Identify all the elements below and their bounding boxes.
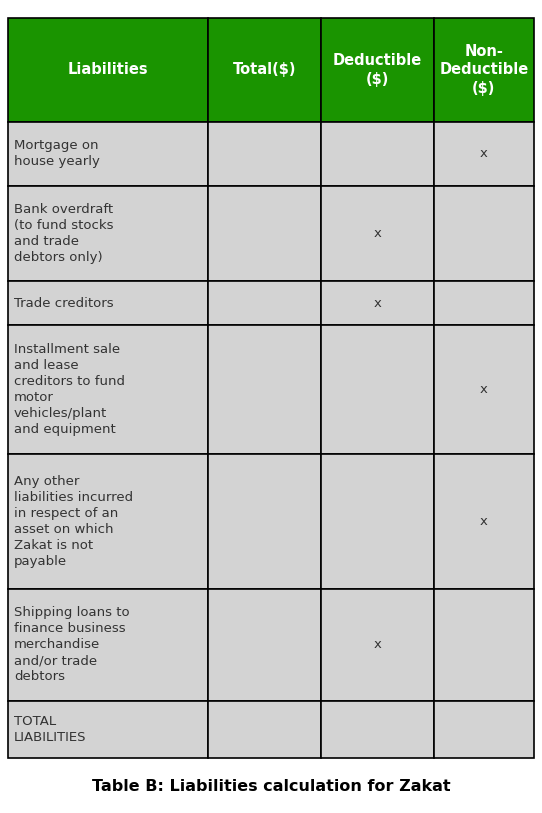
- Bar: [208, 122, 321, 185]
- Bar: [208, 185, 321, 280]
- Bar: [434, 280, 534, 325]
- Bar: [434, 18, 534, 122]
- Text: Total($): Total($): [233, 63, 296, 77]
- Bar: [321, 18, 434, 122]
- Text: Trade creditors: Trade creditors: [14, 297, 114, 310]
- Bar: [8, 280, 208, 325]
- Bar: [321, 325, 434, 454]
- Text: x: x: [480, 383, 488, 396]
- Bar: [434, 185, 534, 280]
- Text: Liabilities: Liabilities: [68, 63, 149, 77]
- Text: x: x: [373, 638, 382, 651]
- Bar: [321, 701, 434, 758]
- Text: x: x: [480, 147, 488, 160]
- Bar: [208, 454, 321, 589]
- Bar: [8, 185, 208, 280]
- Bar: [321, 454, 434, 589]
- Bar: [208, 701, 321, 758]
- Bar: [321, 280, 434, 325]
- Bar: [321, 122, 434, 185]
- Text: Deductible
($): Deductible ($): [333, 53, 422, 86]
- Text: x: x: [373, 227, 382, 240]
- Bar: [434, 454, 534, 589]
- Bar: [208, 280, 321, 325]
- Text: Non-
Deductible
($): Non- Deductible ($): [440, 44, 528, 96]
- Bar: [434, 589, 534, 701]
- Bar: [208, 325, 321, 454]
- Bar: [8, 589, 208, 701]
- Text: Installment sale
and lease
creditors to fund
motor
vehicles/plant
and equipment: Installment sale and lease creditors to …: [14, 343, 125, 436]
- Bar: [208, 589, 321, 701]
- Bar: [434, 122, 534, 185]
- Text: Table B: Liabilities calculation for Zakat: Table B: Liabilities calculation for Zak…: [92, 779, 450, 793]
- Text: Any other
liabilities incurred
in respect of an
asset on which
Zakat is not
paya: Any other liabilities incurred in respec…: [14, 475, 133, 567]
- Bar: [8, 454, 208, 589]
- Text: Bank overdraft
(to fund stocks
and trade
debtors only): Bank overdraft (to fund stocks and trade…: [14, 202, 114, 263]
- Bar: [434, 325, 534, 454]
- Bar: [8, 18, 208, 122]
- Text: Shipping loans to
finance business
merchandise
and/or trade
debtors: Shipping loans to finance business merch…: [14, 606, 130, 683]
- Bar: [321, 589, 434, 701]
- Text: TOTAL
LIABILITIES: TOTAL LIABILITIES: [14, 715, 87, 744]
- Text: x: x: [480, 515, 488, 528]
- Bar: [208, 18, 321, 122]
- Bar: [8, 325, 208, 454]
- Bar: [8, 122, 208, 185]
- Bar: [8, 701, 208, 758]
- Text: x: x: [373, 297, 382, 310]
- Text: Mortgage on
house yearly: Mortgage on house yearly: [14, 139, 100, 168]
- Bar: [434, 701, 534, 758]
- Bar: [321, 185, 434, 280]
